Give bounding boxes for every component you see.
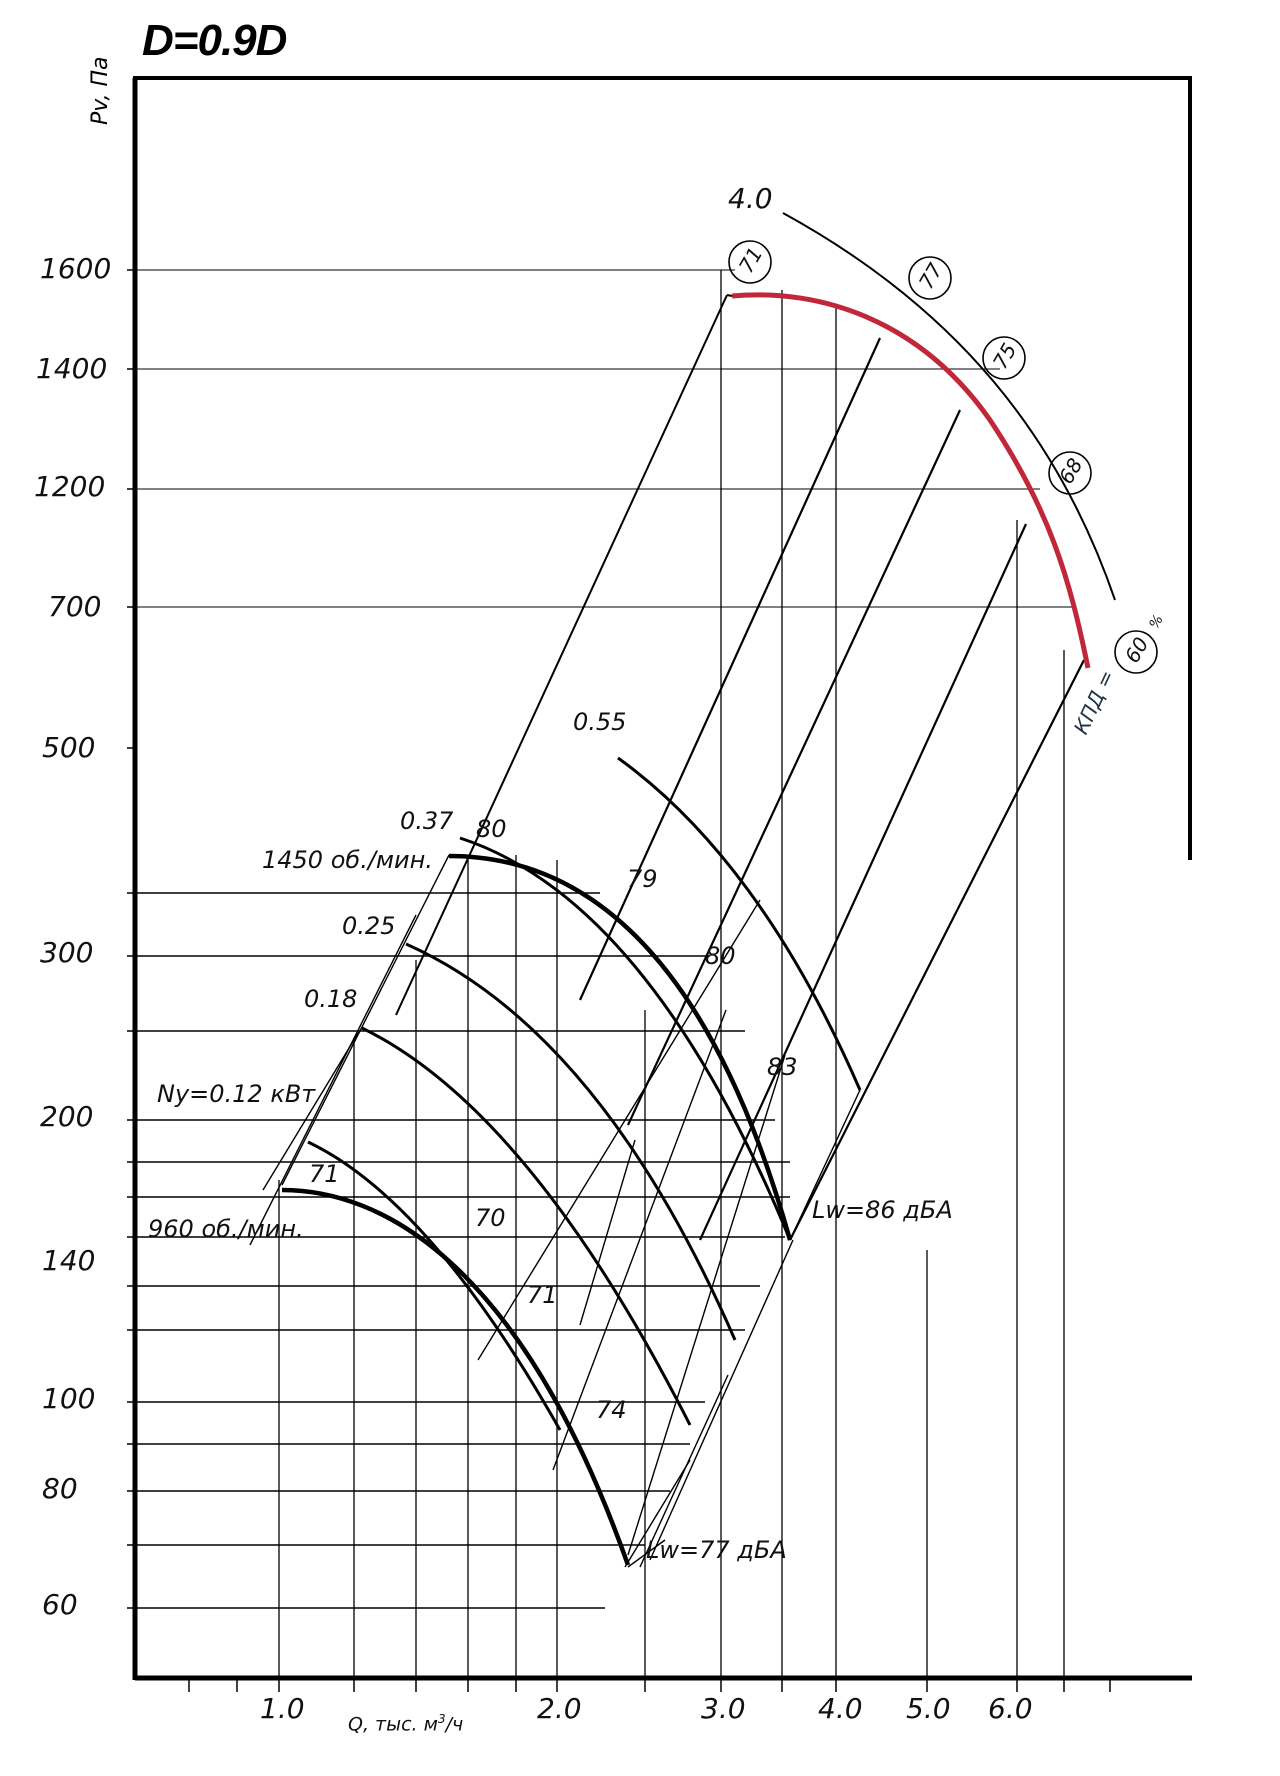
noise-lw86: Lw=86 дБА <box>812 1196 953 1224</box>
curve-4.0 <box>782 212 1116 601</box>
y-tick-700: 700 <box>48 590 102 623</box>
power-diagonals <box>249 294 1085 1568</box>
y-tick-1400: 1400 <box>36 352 108 385</box>
chart-title: D=0.9D <box>142 16 287 65</box>
speed-curves <box>281 853 793 1566</box>
y-tick-60: 60 <box>42 1588 78 1621</box>
curve-0.18 <box>361 1026 692 1426</box>
power-label-0.18: 0.18 <box>304 985 358 1013</box>
power-label-0.25: 0.25 <box>342 912 396 940</box>
noise-80: 80 <box>705 942 736 970</box>
noise-71: 71 <box>527 1281 558 1309</box>
y-ticks <box>127 269 135 1609</box>
y-tick-100: 100 <box>42 1382 96 1415</box>
horizontal-grid <box>135 269 1075 1609</box>
y-tick-140: 140 <box>42 1244 96 1277</box>
x-tick-6.0: 6.0 <box>988 1692 1033 1725</box>
curve-1450rpm <box>448 853 793 1241</box>
y-tick-300: 300 <box>40 936 94 969</box>
efficiency-caption: КПД = <box>1068 666 1120 738</box>
x-ticks <box>188 1680 1111 1692</box>
y-tick-500: 500 <box>42 731 96 764</box>
x-tick-3.0: 3.0 <box>701 1692 746 1725</box>
noise-70: 70 <box>475 1204 506 1232</box>
power-label-0.12: Ny=0.12 кВт <box>157 1080 316 1108</box>
y-tick-80: 80 <box>42 1472 78 1505</box>
noise-83: 83 <box>767 1053 798 1081</box>
efficiency-unit: % <box>1146 612 1167 632</box>
x-tick-2.0: 2.0 <box>537 1692 582 1725</box>
power-label-4.0: 4.0 <box>728 182 773 215</box>
efficiency-75: 75 <box>987 338 1022 374</box>
curve-0.37 <box>459 836 792 1241</box>
plot-frame <box>132 76 1192 1681</box>
efficiency-68: 68 <box>1053 453 1088 489</box>
y-tick-1200: 1200 <box>34 470 106 503</box>
noise-lw77: Lw=77 дБА <box>646 1536 787 1564</box>
x-tick-1.0: 1.0 <box>260 1692 305 1725</box>
x-tick-5.0: 5.0 <box>906 1692 951 1725</box>
y-tick-200: 200 <box>40 1100 94 1133</box>
curve-0.55 <box>617 756 862 1091</box>
rpm-label-960: 960 об./мин. <box>148 1215 304 1243</box>
noise-79: 79 <box>627 865 658 893</box>
power-label-0.55: 0.55 <box>573 708 627 736</box>
efficiency-markers <box>728 240 1158 674</box>
efficiency-77: 77 <box>913 258 948 294</box>
noise-80-top: 80 <box>476 815 507 843</box>
red-curve <box>731 292 1091 669</box>
efficiency-71: 71 <box>733 242 768 278</box>
noise-71-low: 71 <box>309 1160 340 1188</box>
x-tick-4.0: 4.0 <box>818 1692 863 1725</box>
curve-0.25 <box>405 942 737 1341</box>
efficiency-60: 60 <box>1119 632 1154 668</box>
x-axis-label: Q, тыс. м3/ч <box>348 1712 464 1736</box>
y-tick-1600: 1600 <box>40 252 112 285</box>
power-label-0.37: 0.37 <box>400 807 454 835</box>
noise-74: 74 <box>596 1396 627 1424</box>
curve-0.12 <box>307 1140 562 1431</box>
rpm-label-1450: 1450 об./мин. <box>262 846 433 874</box>
curve-960rpm <box>281 1187 631 1566</box>
power-curves <box>307 756 862 1431</box>
